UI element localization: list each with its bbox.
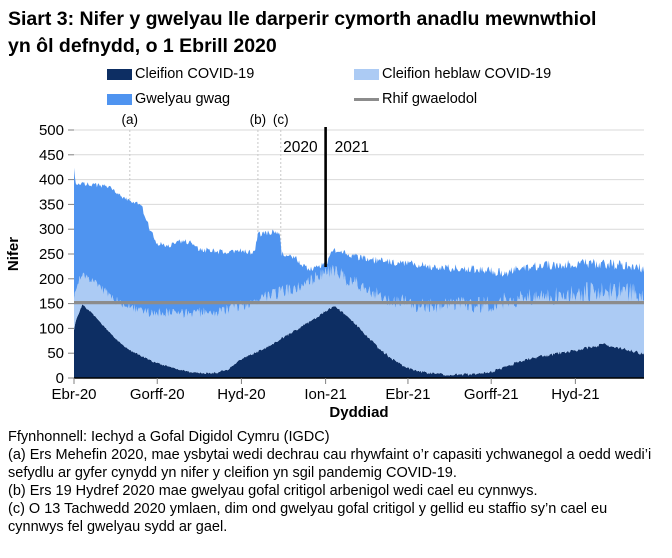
y-axis-title: Nifer [5, 237, 22, 271]
svg-text:200: 200 [39, 271, 64, 288]
svg-text:50: 50 [47, 345, 64, 362]
svg-text:100: 100 [39, 320, 64, 337]
legend-item-cleifion-covid: Cleifion COVID-19 [107, 66, 254, 82]
legend-label: Gwelyau gwag [135, 91, 231, 107]
svg-text:(c): (c) [273, 112, 289, 127]
axis-titles: Dyddiad Nifer [5, 237, 389, 421]
svg-text:450: 450 [39, 147, 64, 164]
legend-label: Rhif gwaelodol [382, 91, 478, 107]
legend-label: Cleifion COVID-19 [135, 66, 255, 82]
footnote-c: (c) O 13 Tachwedd 2020 ymlaen, dim ond g… [8, 501, 608, 535]
area-gwelyau-gwag [74, 167, 644, 319]
chart-footnotes: Ffynhonnell: Iechyd a Gofal Digidol Cymr… [8, 428, 664, 536]
svg-text:400: 400 [39, 172, 64, 189]
svg-text:350: 350 [39, 196, 64, 213]
svg-text:150: 150 [39, 296, 64, 313]
legend-item-cleifion-heblaw-covid: Cleifion heblaw COVID-19 [354, 66, 551, 82]
source-note: Ffynhonnell: Iechyd a Gofal Digidol Cymr… [8, 429, 330, 445]
svg-text:0: 0 [56, 370, 64, 387]
svg-text:Gorff-21: Gorff-21 [464, 386, 519, 403]
svg-text:Hyd-21: Hyd-21 [551, 386, 599, 403]
legend-swatch-baseline-icon [354, 97, 379, 101]
annotation-letters: (a) (b) (c) [122, 112, 289, 127]
svg-text:2020: 2020 [283, 139, 318, 156]
svg-text:(a): (a) [122, 112, 139, 127]
stacked-areas [74, 167, 644, 378]
y-tick-labels: 0 50 100 150 200 250 300 350 400 450 500 [39, 122, 64, 387]
svg-text:Ebr-21: Ebr-21 [385, 386, 430, 403]
area-cleifion-covid [74, 304, 644, 378]
footnote-a: (a) Ers Mehefin 2020, mae ysbytai wedi d… [8, 447, 652, 481]
svg-text:250: 250 [39, 246, 64, 263]
year-labels: 2020 2021 [283, 139, 369, 156]
x-tick-labels: Ebr-20 Gorff-20 Hyd-20 Ion-21 Ebr-21 Gorff-21… [51, 386, 599, 403]
svg-text:Ion-21: Ion-21 [304, 386, 347, 403]
legend-label: Cleifion heblaw COVID-19 [382, 66, 552, 82]
legend-swatch-covid-icon [107, 68, 132, 80]
svg-text:Gorff-20: Gorff-20 [130, 386, 185, 403]
svg-text:Ebr-20: Ebr-20 [51, 386, 96, 403]
axes [68, 129, 644, 384]
svg-text:(b): (b) [250, 112, 267, 127]
svg-text:300: 300 [39, 221, 64, 238]
chart-title: Siart 3: Nifer y gwelyau lle darperir cy… [8, 8, 597, 57]
legend-swatch-empty-beds-icon [107, 93, 132, 105]
svg-text:2021: 2021 [335, 139, 369, 156]
legend-item-rhif-gwaelodol: Rhif gwaelodol [354, 91, 477, 107]
x-axis-title: Dyddiad [329, 404, 388, 421]
area-cleifion-heblaw-covid [74, 265, 644, 376]
svg-text:Hyd-20: Hyd-20 [217, 386, 265, 403]
svg-text:500: 500 [39, 122, 64, 139]
legend-swatch-non-covid-icon [354, 68, 379, 80]
legend-item-gwelyau-gwag: Gwelyau gwag [107, 91, 230, 107]
footnote-b: (b) Ers 19 Hydref 2020 mae gwelyau gofal… [8, 483, 538, 499]
